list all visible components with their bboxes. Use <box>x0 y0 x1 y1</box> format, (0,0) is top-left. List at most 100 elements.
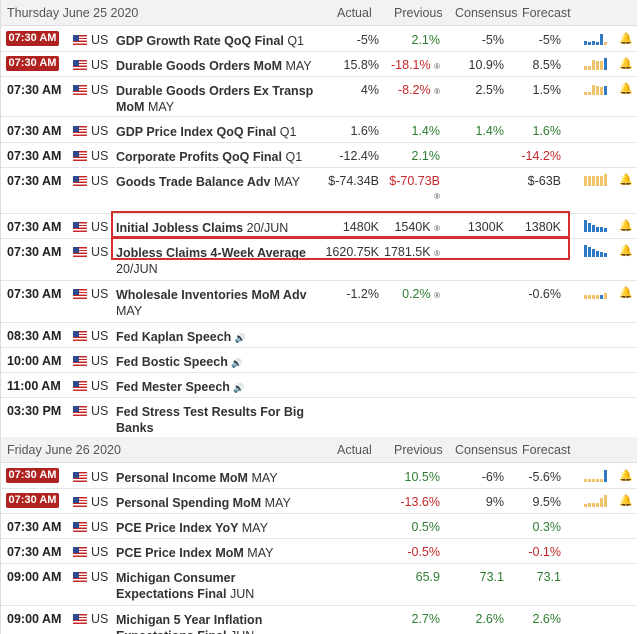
sparkline-chart-icon[interactable] <box>584 32 614 45</box>
event-row[interactable]: 07:30 AM US Jobless Claims 4-Week Average … <box>1 238 637 281</box>
us-flag-icon <box>73 222 87 232</box>
sparkline-chart-icon[interactable] <box>584 286 614 299</box>
speaker-icon: 🔊 <box>231 358 243 368</box>
event-row[interactable]: 09:00 AM US Michigan 5 Year Inflation Expe… <box>1 605 637 634</box>
event-title[interactable]: Fed Stress Test Results For Big Banks <box>116 405 305 435</box>
event-name[interactable]: GDP Growth Rate QoQ Final Q1 <box>116 33 316 49</box>
event-title[interactable]: Durable Goods Orders Ex Transp MoM <box>116 84 314 114</box>
event-title[interactable]: GDP Growth Rate QoQ Final <box>116 34 284 48</box>
event-period: JUN <box>230 629 254 634</box>
sparkline-chart-icon[interactable] <box>584 219 614 232</box>
bell-icon[interactable]: 🔔 <box>619 174 633 186</box>
event-country: US <box>91 329 109 343</box>
event-title[interactable]: Wholesale Inventories MoM Adv <box>116 288 307 302</box>
event-name[interactable]: Fed Mester Speech 🔊 <box>116 379 316 396</box>
event-row[interactable]: 07:30 AM US Corporate Profits QoQ Final Q1… <box>1 142 637 168</box>
event-name[interactable]: Goods Trade Balance Adv MAY <box>116 174 316 190</box>
event-title[interactable]: Jobless Claims 4-Week Average <box>116 246 306 260</box>
event-row[interactable]: 03:30 PM US Fed Stress Test Results For Bi… <box>1 397 637 438</box>
sparkline-chart-icon[interactable] <box>584 244 614 257</box>
event-name[interactable]: Fed Stress Test Results For Big Banks <box>116 404 316 436</box>
us-flag-icon <box>73 331 87 341</box>
bell-icon[interactable]: 🔔 <box>619 287 633 299</box>
event-country: US <box>91 470 109 484</box>
event-name[interactable]: Corporate Profits QoQ Final Q1 <box>116 149 316 165</box>
spark-bar <box>592 295 595 299</box>
event-title[interactable]: Corporate Profits QoQ Final <box>116 150 282 164</box>
event-row[interactable]: 07:30 AM US Initial Jobless Claims 20/JUN 1… <box>1 213 637 239</box>
bell-icon[interactable]: 🔔 <box>619 245 633 257</box>
event-row[interactable]: 07:30 AM US Goods Trade Balance Adv MAY $-7… <box>1 167 637 214</box>
event-title[interactable]: Personal Spending MoM <box>116 496 262 510</box>
event-time: 07:30 AM <box>7 83 62 97</box>
event-title[interactable]: PCE Price Index MoM <box>116 546 244 560</box>
event-name[interactable]: Michigan Consumer Expectations Final JUN <box>116 570 316 602</box>
bell-icon[interactable]: 🔔 <box>619 470 633 482</box>
event-row[interactable]: 07:30 AM US Durable Goods Orders MoM MAY 15… <box>1 51 637 77</box>
event-title[interactable]: Goods Trade Balance Adv <box>116 175 271 189</box>
column-previous-header: Previous <box>394 443 443 457</box>
event-name[interactable]: Durable Goods Orders MoM MAY <box>116 58 316 74</box>
event-name[interactable]: Durable Goods Orders Ex Transp MoM MAY <box>116 83 316 115</box>
us-flag-icon <box>73 126 87 136</box>
event-name[interactable]: Wholesale Inventories MoM Adv MAY <box>116 287 316 319</box>
sparkline-chart-icon[interactable] <box>584 469 614 482</box>
event-name[interactable]: PCE Price Index YoY MAY <box>116 520 316 536</box>
spark-bar <box>584 504 587 507</box>
event-name[interactable]: Jobless Claims 4-Week Average 20/JUN <box>116 245 316 277</box>
event-row[interactable]: 07:30 AM US PCE Price Index MoM MAY -0.5% -0… <box>1 538 637 564</box>
event-row[interactable]: 07:30 AM US Personal Spending MoM MAY -13.6… <box>1 488 637 514</box>
spark-bar <box>604 228 607 232</box>
event-row[interactable]: 11:00 AM US Fed Mester Speech 🔊 <box>1 372 637 398</box>
event-name[interactable]: Initial Jobless Claims 20/JUN <box>116 220 316 236</box>
spark-bar <box>588 176 591 186</box>
event-title[interactable]: PCE Price Index YoY <box>116 521 239 535</box>
event-row[interactable]: 10:00 AM US Fed Bostic Speech 🔊 <box>1 347 637 373</box>
sparkline-chart-icon[interactable] <box>584 494 614 507</box>
bell-icon[interactable]: 🔔 <box>619 33 633 45</box>
event-row[interactable]: 07:30 AM US GDP Growth Rate QoQ Final Q1 -5… <box>1 26 637 52</box>
day-header: Thursday June 25 2020 Actual Previous Conse… <box>1 0 637 26</box>
event-title[interactable]: Fed Kaplan Speech <box>116 330 232 344</box>
event-time: 03:30 PM <box>7 404 62 418</box>
event-name[interactable]: PCE Price Index MoM MAY <box>116 545 316 561</box>
event-name[interactable]: Michigan 5 Year Inflation Expectations F… <box>116 612 316 634</box>
event-title[interactable]: Fed Bostic Speech <box>116 355 228 369</box>
event-name[interactable]: Personal Spending MoM MAY <box>116 495 316 511</box>
event-period: Q1 <box>287 34 305 48</box>
event-title[interactable]: Fed Mester Speech <box>116 380 230 394</box>
event-title[interactable]: GDP Price Index QoQ Final <box>116 125 277 139</box>
event-row[interactable]: 07:30 AM US GDP Price Index QoQ Final Q1 1.… <box>1 117 637 143</box>
event-name[interactable]: Fed Kaplan Speech 🔊 <box>116 329 316 346</box>
event-title[interactable]: Michigan Consumer Expectations Final <box>116 571 236 601</box>
previous-cell: 1.4% <box>382 124 441 138</box>
previous-value: 2.7% <box>411 612 441 626</box>
event-title[interactable]: Initial Jobless Claims <box>116 221 244 235</box>
bell-icon[interactable]: 🔔 <box>619 58 633 70</box>
event-title[interactable]: Personal Income MoM <box>116 471 248 485</box>
event-row[interactable]: 08:30 AM US Fed Kaplan Speech 🔊 <box>1 322 637 348</box>
event-title[interactable]: Durable Goods Orders MoM <box>116 59 282 73</box>
previous-value: 0.5% <box>411 520 441 534</box>
sparkline-chart-icon[interactable] <box>584 82 614 95</box>
bell-icon[interactable]: 🔔 <box>619 220 633 232</box>
event-row[interactable]: 07:30 AM US PCE Price Index YoY MAY 0.5% 0.3… <box>1 513 637 539</box>
event-row[interactable]: 09:00 AM US Michigan Consumer Expectations… <box>1 563 637 606</box>
bell-icon[interactable]: 🔔 <box>619 495 633 507</box>
event-name[interactable]: Fed Bostic Speech 🔊 <box>116 354 316 371</box>
event-row[interactable]: 07:30 AM US Personal Income MoM MAY 10.5% -6… <box>1 463 637 489</box>
event-row[interactable]: 07:30 AM US Durable Goods Orders Ex Transp… <box>1 76 637 117</box>
bell-icon[interactable]: 🔔 <box>619 83 633 95</box>
event-name[interactable]: Personal Income MoM MAY <box>116 470 316 486</box>
sparkline-chart-icon[interactable] <box>584 57 614 70</box>
previous-value: -18.1% <box>391 58 431 72</box>
event-name[interactable]: GDP Price Index QoQ Final Q1 <box>116 124 316 140</box>
sparkline-chart-icon[interactable] <box>584 173 614 186</box>
spark-bar <box>604 470 607 482</box>
event-title[interactable]: Michigan 5 Year Inflation Expectations F… <box>116 613 263 634</box>
spark-bar <box>588 503 591 507</box>
event-row[interactable]: 07:30 AM US Wholesale Inventories MoM Adv … <box>1 280 637 323</box>
revised-mark: ® <box>434 224 440 233</box>
actual-value: -1.2% <box>346 287 379 301</box>
event-time-badge: 07:30 AM <box>6 493 59 508</box>
